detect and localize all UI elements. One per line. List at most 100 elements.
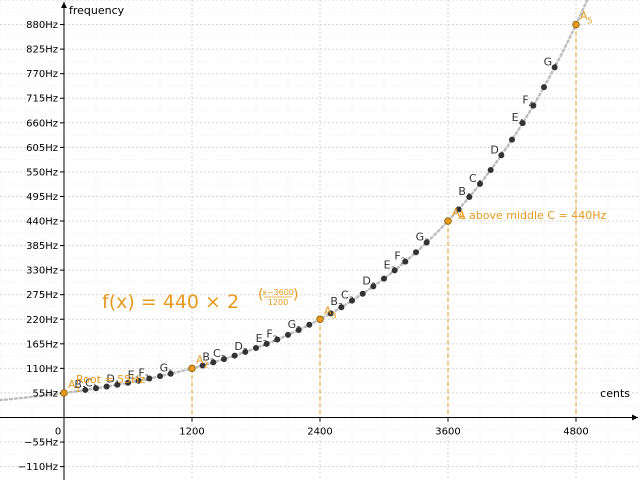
note-point-label: B1 (74, 378, 87, 394)
note-point-label: B2 (202, 350, 215, 366)
note-point-label: B3 (330, 295, 343, 311)
note-point (221, 356, 227, 363)
note-point-label: G1 (160, 362, 174, 378)
note-point-label: C1 (85, 376, 98, 392)
y-tick-label: 330Hz (26, 266, 58, 277)
note-point (402, 258, 409, 265)
note-point (285, 331, 291, 338)
note-point (349, 297, 355, 304)
a-point (316, 315, 324, 323)
note-point (509, 136, 515, 143)
note-point-label: F4 (522, 94, 533, 110)
note-point (306, 321, 313, 328)
note-point-label: F3 (394, 250, 405, 266)
note-point (210, 359, 217, 366)
note-point (519, 120, 526, 127)
middle-a-annotation: A above middle C = 440Hz (458, 209, 606, 222)
note-point-label: G4 (544, 55, 558, 71)
a-point-label: A4 (452, 206, 465, 222)
note-point (551, 64, 558, 71)
note-point (487, 166, 494, 173)
x-tick-label: 4800 (563, 426, 588, 437)
note-point (359, 290, 366, 297)
note-point (327, 310, 334, 317)
y-tick-label: 770Hz (26, 69, 58, 80)
note-point (146, 375, 153, 382)
note-point (135, 377, 142, 384)
function-curve-layer (0, 0, 589, 402)
note-point (231, 352, 238, 359)
note-point (167, 370, 174, 377)
y-tick-label: 110Hz (26, 364, 58, 375)
note-point-label: D4 (490, 143, 504, 159)
y-tick-label: 385Hz (26, 241, 58, 252)
x-axis-label: cents (600, 387, 630, 400)
x-tick-label: 0 (55, 426, 61, 437)
note-point-label: F2 (266, 328, 277, 344)
y-axis-arrow (61, 2, 67, 8)
note-point (338, 304, 345, 311)
note-point (466, 193, 473, 200)
y-tick-label: 55Hz (33, 388, 59, 399)
note-point (157, 373, 163, 380)
note-point (541, 84, 547, 91)
note-point-label: E3 (384, 258, 396, 274)
function-curve (0, 0, 589, 402)
note-point-label: D1 (106, 373, 120, 389)
note-point (274, 336, 281, 343)
note-point-label: C2 (213, 347, 226, 363)
note-point-label: B4 (458, 185, 471, 201)
x-tick-label: 1200 (179, 426, 204, 437)
root-annotation: Root = 55Hz (76, 373, 145, 386)
y-tick-label: 825Hz (26, 45, 58, 56)
a-points: A1 A2 A3 A4 A5 (60, 10, 593, 397)
y-tick-label: 880Hz (26, 20, 58, 31)
note-point-label: C3 (341, 289, 354, 305)
y-tick-label: 715Hz (26, 94, 58, 105)
x-axis-arrow (632, 414, 638, 421)
a-point-label: A2 (196, 353, 209, 369)
note-point (498, 152, 505, 159)
note-point-label: D2 (234, 340, 248, 356)
formula-main: f(x) = 440 × 2 (102, 291, 239, 313)
a-guide-lines (191, 24, 577, 418)
note-point (413, 249, 419, 256)
note-point-label: G2 (288, 318, 302, 334)
note-point (103, 383, 110, 390)
formula-paren-close: ) (293, 287, 298, 303)
note-point-label: D3 (362, 274, 376, 290)
function-formula: f(x) = 440 × 2 ( x−3600 1200 ) (102, 287, 298, 313)
note-point (530, 102, 537, 109)
a-point-label: A3 (324, 304, 337, 320)
a-point-label: A1 (68, 378, 81, 394)
note-point (370, 283, 377, 290)
tick-labels: 0 1200 2400 3600 4800 55Hz 110Hz 165Hz 220Hz 275H… (18, 20, 589, 473)
a-point (444, 217, 452, 225)
note-point-label: G3 (416, 230, 430, 246)
note-point (263, 340, 270, 347)
a-point (60, 389, 68, 397)
y-tick-label: −55Hz (24, 438, 58, 449)
note-point (477, 180, 483, 187)
note-point (423, 239, 430, 246)
note-point (242, 348, 249, 355)
y-tick-label: −110Hz (18, 462, 58, 473)
y-tick-label: 660Hz (26, 118, 58, 129)
formula-exponent-denominator: 1200 (268, 298, 288, 307)
a-point-label: A5 (580, 10, 593, 26)
note-point (455, 206, 462, 213)
y-tick-label: 220Hz (26, 315, 58, 326)
a-point (572, 20, 580, 29)
a-point (188, 364, 196, 373)
x-tick-label: 2400 (307, 426, 332, 437)
note-point (199, 362, 206, 369)
note-point (391, 267, 398, 274)
note-point-label: E2 (256, 332, 268, 348)
y-tick-label: 550Hz (26, 167, 58, 178)
formula-paren-open: ( (258, 287, 263, 303)
note-point (125, 379, 131, 386)
y-tick-label: 440Hz (26, 217, 58, 228)
y-tick-label: 605Hz (26, 143, 58, 154)
